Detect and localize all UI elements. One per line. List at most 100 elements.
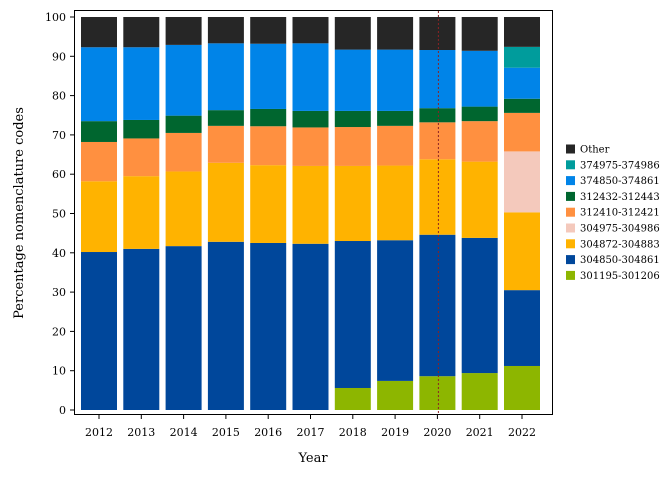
bar-2020-312432-312443 [419,108,456,123]
bar-2016-312410-312421 [250,126,287,166]
bar-2017-Other [292,17,329,44]
bar-2012-374850-374861 [81,47,117,122]
bar-2020-Other [419,17,456,51]
x-tick-label-2016: 2016 [254,426,282,439]
legend-label-304850-304861: 304850-304861 [580,255,660,266]
legend-label-304975-304986: 304975-304986 [580,224,660,235]
bar-2020-312410-312421 [419,122,456,160]
legend-label-304872-304883: 304872-304883 [580,239,660,250]
bar-2022-Other [504,17,540,47]
legend-swatch-304872-304883 [566,239,575,249]
bar-2022-304975-304986 [504,151,540,213]
bar-2015-312410-312421 [207,125,244,163]
x-tick-label-2020: 2020 [423,426,451,439]
bar-2018-374850-374861 [334,49,371,111]
bar-2015-312432-312443 [207,110,244,126]
bar-2016-304850-304861 [250,242,287,410]
bar-2014-Other [165,17,202,45]
bar-2015-374850-374861 [207,43,244,111]
bar-2014-374850-374861 [165,44,202,116]
bar-2019-374850-374861 [377,49,414,111]
bar-2016-Other [250,17,287,44]
bar-2015-304872-304883 [207,162,244,242]
x-tick-label-2014: 2014 [170,426,198,439]
bar-2017-374850-374861 [292,43,329,111]
y-tick-label-0: 0 [59,404,66,417]
bar-2014-312410-312421 [165,132,202,172]
y-tick-label-100: 100 [45,11,66,24]
legend-label-Other: Other [580,145,610,156]
bar-2019-312410-312421 [377,125,414,166]
x-tick-label-2022: 2022 [508,426,536,439]
legend-swatch-374975-374986 [566,160,575,170]
bar-2017-312410-312421 [292,127,329,166]
bar-2018-304850-304861 [334,241,371,388]
bar-2021-304872-304883 [461,161,498,238]
bar-2017-304872-304883 [292,165,329,244]
bar-2012-312410-312421 [81,141,117,182]
bar-2022-312432-312443 [504,98,540,113]
y-tick-label-90: 90 [52,50,66,63]
bar-2013-Other [123,17,160,48]
y-tick-label-30: 30 [52,286,66,299]
y-axis: 0 10 20 30 40 50 60 70 80 90 100 [45,11,75,417]
bar-2016-374850-374861 [250,43,287,109]
bar-2022-304850-304861 [504,290,540,366]
legend-swatch-312432-312443 [566,191,575,201]
bar-2022-304872-304883 [504,212,540,291]
plot-frame [74,10,553,415]
y-tick-label-60: 60 [52,168,66,181]
bar-2018-312410-312421 [334,127,371,166]
legend-swatch-312410-312421 [566,207,575,217]
bar-2021-301195-301206 [461,373,498,410]
bar-2021-312410-312421 [461,121,498,162]
bar-2013-374850-374861 [123,47,160,120]
x-axis: 2012 2013 2014 2015 2016 2017 2018 2019 2020 2021… [85,414,536,439]
legend: Other 374975-374986 374850-374861 312432-31… [566,144,660,282]
bar-2019-Other [377,17,414,50]
bar-2016-312432-312443 [250,108,287,127]
x-tick-label-2013: 2013 [127,426,155,439]
legend-label-301195-301206: 301195-301206 [580,271,660,282]
bar-2012-304872-304883 [81,181,117,253]
y-tick-label-40: 40 [52,247,66,260]
bar-2018-301195-301206 [334,387,371,410]
bar-2013-312410-312421 [123,138,160,177]
legend-swatch-Other [566,144,575,154]
legend-label-374975-374986: 374975-374986 [580,160,660,171]
legend-swatch-301195-301206 [566,270,575,280]
y-tick-label-10: 10 [52,365,66,378]
bar-2018-312432-312443 [334,110,371,128]
bar-2017-304850-304861 [292,243,329,410]
bar-2013-312432-312443 [123,119,160,139]
bar-2022-374975-374986 [504,46,540,68]
bar-2021-312432-312443 [461,106,498,122]
bar-2014-312432-312443 [165,115,202,133]
x-tick-label-2021: 2021 [466,426,494,439]
bar-2014-304872-304883 [165,171,202,247]
bar-2017-312432-312443 [292,110,329,128]
x-tick-label-2017: 2017 [297,426,325,439]
bar-2022-312410-312421 [504,112,540,152]
legend-swatch-374850-374861 [566,176,575,186]
bars-group [81,17,540,410]
bar-2020-374850-374861 [419,50,456,109]
legend-swatch-304850-304861 [566,255,575,265]
bar-2020-304850-304861 [419,234,456,377]
legend-label-374850-374861: 374850-374861 [580,176,660,187]
bar-2019-304850-304861 [377,240,414,381]
bar-2022-374850-374861 [504,67,540,99]
x-tick-label-2012: 2012 [85,426,113,439]
y-tick-label-70: 70 [52,129,66,142]
legend-label-312432-312443: 312432-312443 [580,192,660,203]
bar-2019-301195-301206 [377,380,414,410]
bar-2021-304850-304861 [461,237,498,374]
bar-2012-312432-312443 [81,121,117,142]
bar-2021-374850-374861 [461,50,498,107]
y-tick-label-80: 80 [52,90,66,103]
x-tick-label-2019: 2019 [381,426,409,439]
bar-2018-304872-304883 [334,165,371,242]
y-tick-label-50: 50 [52,208,66,221]
x-tick-label-2015: 2015 [212,426,240,439]
